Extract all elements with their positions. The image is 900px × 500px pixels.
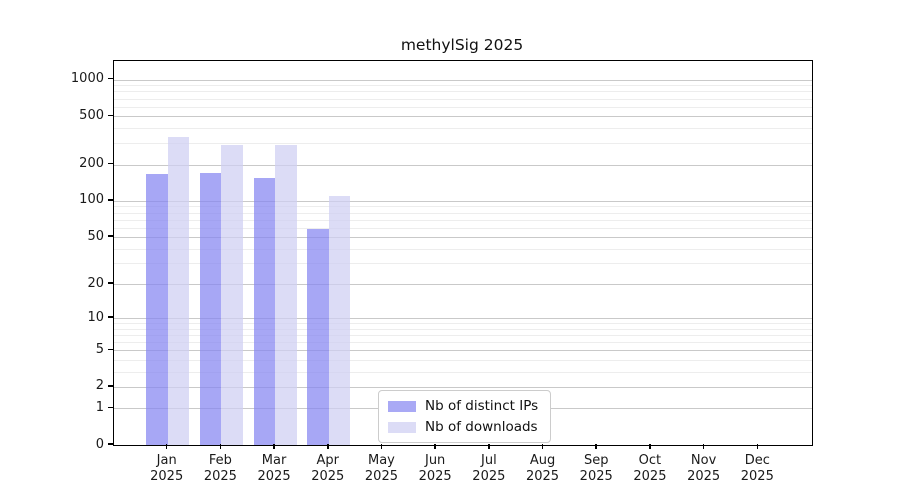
y-tick-mark bbox=[108, 385, 113, 387]
major-gridline bbox=[114, 318, 812, 320]
bar-downloads-jan bbox=[167, 137, 190, 445]
major-gridline bbox=[114, 79, 812, 81]
minor-gridline bbox=[114, 342, 812, 344]
minor-gridline bbox=[114, 85, 812, 87]
y-tick-mark bbox=[108, 443, 113, 445]
major-gridline bbox=[114, 284, 812, 286]
x-tick-mark bbox=[219, 444, 222, 449]
y-tick-mark bbox=[108, 162, 113, 165]
y-tick-mark bbox=[108, 235, 113, 237]
major-gridline bbox=[114, 200, 812, 202]
y-tick-mark bbox=[108, 199, 113, 201]
y-tick-label: 50 bbox=[87, 228, 104, 244]
x-tick-mark bbox=[649, 444, 651, 449]
x-tick-mark bbox=[541, 444, 544, 449]
x-tick-label: Apr 2025 bbox=[311, 453, 345, 484]
bar-distinct-ips-feb bbox=[199, 173, 222, 445]
y-tick-label: 200 bbox=[79, 156, 104, 172]
major-gridline bbox=[114, 350, 812, 352]
y-tick-label: 2 bbox=[95, 378, 104, 394]
x-tick-label: Feb 2025 bbox=[203, 453, 237, 484]
x-tick-label: Nov 2025 bbox=[687, 453, 721, 484]
bar-downloads-feb bbox=[221, 144, 243, 445]
minor-gridline bbox=[114, 227, 812, 229]
x-tick-label: Jan 2025 bbox=[150, 453, 184, 484]
bar-distinct-ips-mar bbox=[253, 177, 276, 445]
minor-gridline bbox=[114, 143, 812, 145]
y-tick-label: 0 bbox=[95, 436, 104, 452]
x-tick-label: Jun 2025 bbox=[418, 453, 452, 484]
minor-gridline bbox=[114, 263, 812, 265]
x-tick-mark bbox=[595, 444, 597, 449]
x-tick-mark bbox=[702, 444, 705, 449]
minor-gridline bbox=[114, 212, 812, 214]
x-tick-mark bbox=[327, 444, 329, 449]
x-tick-label: May 2025 bbox=[364, 453, 398, 484]
x-tick-label: Jul 2025 bbox=[472, 453, 506, 484]
major-gridline bbox=[114, 237, 812, 239]
legend-item-distinct-ips: Nb of distinct IPs bbox=[388, 398, 538, 414]
y-tick-label: 1000 bbox=[70, 71, 104, 87]
y-tick-label: 10 bbox=[87, 309, 104, 325]
y-tick-mark bbox=[108, 77, 113, 80]
legend-swatch-distinct-ips bbox=[388, 400, 416, 412]
minor-gridline bbox=[114, 91, 812, 93]
legend-item-downloads: Nb of downloads bbox=[388, 419, 538, 435]
minor-gridline bbox=[114, 106, 812, 108]
legend-swatch-downloads bbox=[388, 421, 416, 433]
y-tick-mark bbox=[108, 316, 113, 318]
x-tick-label: Dec 2025 bbox=[740, 453, 774, 484]
x-tick-mark bbox=[434, 444, 436, 449]
minor-gridline bbox=[114, 98, 812, 100]
legend-label-downloads: Nb of downloads bbox=[425, 419, 538, 435]
x-tick-label: Sep 2025 bbox=[579, 453, 613, 484]
minor-gridline bbox=[114, 128, 812, 130]
minor-gridline bbox=[114, 206, 812, 208]
x-tick-mark bbox=[380, 444, 383, 449]
x-tick-label: Mar 2025 bbox=[257, 453, 291, 484]
x-tick-mark bbox=[488, 444, 490, 449]
plot-area bbox=[113, 60, 813, 446]
minor-gridline bbox=[114, 359, 812, 361]
minor-gridline bbox=[114, 323, 812, 325]
major-gridline bbox=[114, 116, 812, 118]
legend: Nb of distinct IPs Nb of downloads bbox=[378, 390, 552, 443]
minor-gridline bbox=[114, 219, 812, 221]
chart-title: methylSig 2025 bbox=[400, 36, 524, 54]
y-tick-mark bbox=[108, 406, 113, 409]
major-gridline bbox=[114, 164, 812, 166]
x-tick-label: Oct 2025 bbox=[633, 453, 667, 484]
y-tick-label: 5 bbox=[95, 341, 104, 357]
bar-distinct-ips-apr bbox=[307, 229, 329, 445]
y-tick-label: 20 bbox=[87, 275, 104, 291]
minor-gridline bbox=[114, 328, 812, 330]
y-tick-label: 500 bbox=[79, 107, 104, 123]
minor-gridline bbox=[114, 335, 812, 337]
bar-downloads-apr bbox=[328, 195, 351, 445]
y-tick-mark bbox=[108, 282, 113, 284]
y-tick-label: 100 bbox=[79, 192, 104, 208]
y-tick-label: 1 bbox=[95, 399, 104, 415]
y-tick-mark bbox=[108, 348, 113, 350]
minor-gridline bbox=[114, 371, 812, 373]
x-tick-mark bbox=[273, 444, 275, 449]
minor-gridline bbox=[114, 248, 812, 250]
major-gridline bbox=[114, 386, 812, 388]
bar-distinct-ips-jan bbox=[146, 174, 168, 445]
x-tick-mark bbox=[756, 444, 759, 449]
bar-downloads-mar bbox=[275, 145, 297, 445]
y-tick-mark bbox=[108, 114, 113, 117]
x-tick-mark bbox=[165, 444, 168, 449]
legend-label-distinct-ips: Nb of distinct IPs bbox=[425, 398, 539, 414]
x-tick-label: Aug 2025 bbox=[525, 453, 560, 484]
